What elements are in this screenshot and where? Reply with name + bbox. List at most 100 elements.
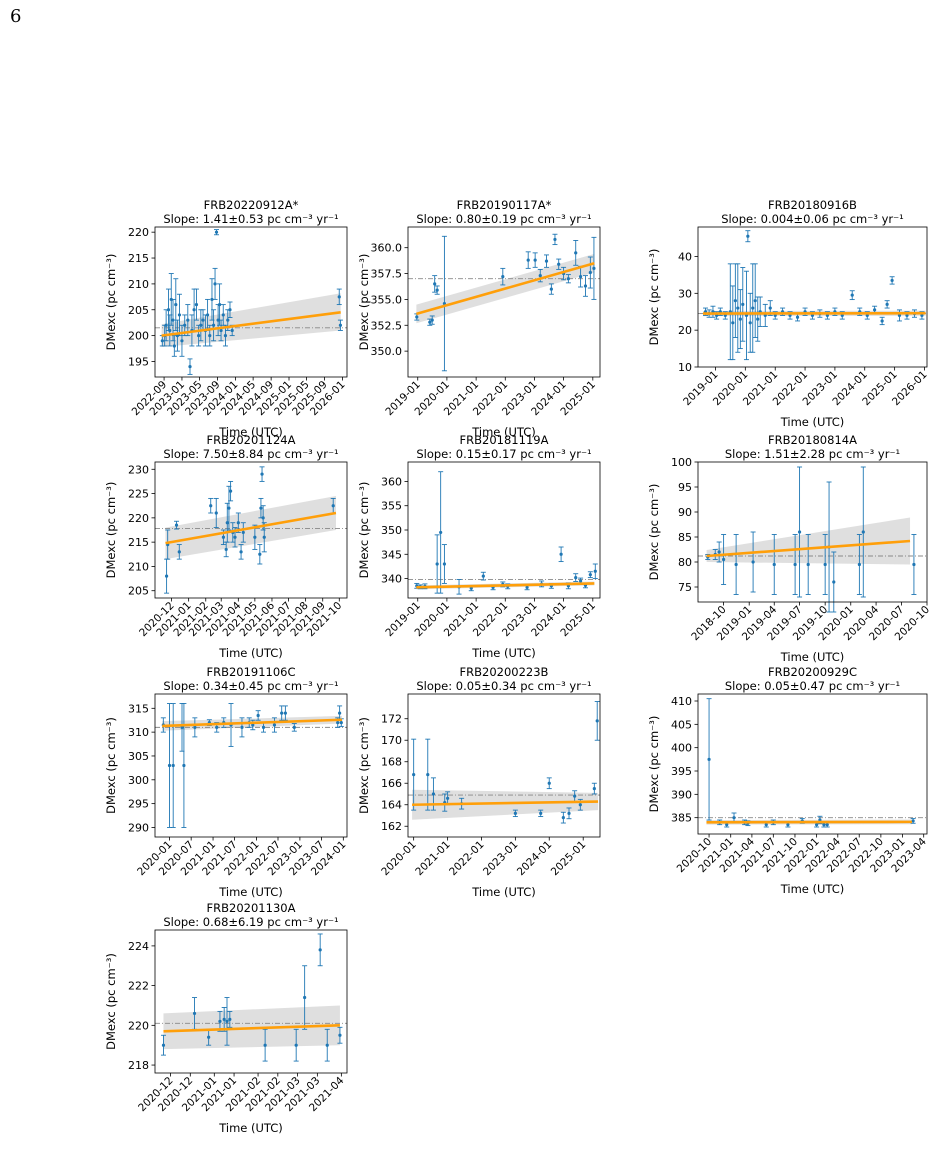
- y-tick-label: 360: [381, 475, 402, 488]
- data-point: [238, 544, 244, 560]
- y-tick-label: 410: [671, 695, 692, 708]
- y-tick-label: 224: [128, 940, 149, 953]
- y-axis-label: DMexc (pc cm⁻³): [104, 717, 118, 814]
- plot-frame: [697, 693, 928, 835]
- y-axis-label: DMexc (pc cm⁻³): [647, 716, 661, 813]
- chart-title: FRB20200929C: [768, 665, 857, 679]
- y-tick-label: 90: [678, 506, 692, 519]
- y-tick-label: 80: [678, 556, 692, 569]
- slope-label: Slope: 1.51±2.28 pc cm⁻³ yr⁻¹: [725, 447, 900, 461]
- x-axis-label: Time (UTC): [780, 882, 845, 896]
- fit-line: [161, 311, 341, 337]
- data-point: [213, 497, 219, 529]
- data-point: [480, 571, 486, 581]
- data-point: [221, 1007, 227, 1032]
- plot-frame: [154, 693, 348, 838]
- fit-line: [165, 511, 337, 545]
- data-point: [282, 705, 288, 721]
- y-tick-label: 195: [128, 355, 149, 368]
- data-point: [755, 296, 761, 342]
- y-tick-label: 405: [671, 718, 692, 731]
- confidence-band: [161, 293, 341, 347]
- data-point: [212, 267, 218, 300]
- y-axis-label: DMexc (pc cm⁻³): [357, 717, 371, 814]
- data-point: [317, 933, 323, 967]
- data-point: [849, 290, 855, 301]
- fit-line: [416, 582, 595, 589]
- data-point: [432, 275, 438, 293]
- slope-label: Slope: 0.68±6.19 pc cm⁻³ yr⁻¹: [163, 915, 338, 929]
- plot-frame: [697, 226, 928, 368]
- y-tick-label: 10: [678, 361, 692, 374]
- y-tick-label: 75: [678, 581, 692, 594]
- y-tick-label: 390: [671, 788, 692, 801]
- data-point: [740, 267, 746, 342]
- data-point: [302, 965, 308, 1030]
- y-tick-label: 30: [678, 287, 692, 300]
- data-point: [730, 285, 736, 361]
- data-point: [170, 703, 176, 828]
- data-point: [737, 289, 743, 350]
- x-axis-label: Time (UTC): [471, 885, 536, 899]
- x-axis-label: Time (UTC): [218, 425, 283, 439]
- data-point: [591, 782, 597, 795]
- x-axis-label: Time (UTC): [218, 646, 283, 660]
- data-point: [732, 263, 738, 338]
- data-point: [228, 703, 234, 747]
- y-tick-label: 200: [128, 330, 149, 343]
- data-point: [556, 258, 562, 270]
- x-axis-label: Time (UTC): [780, 415, 845, 429]
- data-point: [721, 534, 727, 585]
- data-point: [889, 276, 895, 285]
- data-point: [185, 304, 191, 337]
- fit-line: [706, 539, 911, 558]
- data-point: [192, 717, 198, 738]
- data-point: [425, 738, 431, 811]
- y-axis-label: DMexc (pc cm⁻³): [104, 254, 118, 351]
- data-point: [879, 316, 885, 326]
- x-tick-label: 2025-01: [549, 839, 589, 879]
- data-point: [573, 239, 579, 266]
- chart-title: FRB20181119A: [460, 433, 549, 447]
- data-point: [336, 288, 342, 306]
- data-point: [187, 358, 193, 375]
- data-point: [252, 524, 258, 550]
- y-tick-label: 164: [381, 799, 402, 812]
- y-tick-label: 385: [671, 812, 692, 825]
- y-tick-label: 400: [671, 742, 692, 755]
- data-point: [173, 278, 179, 331]
- chart-title: FRB20201124A: [207, 433, 296, 447]
- fit-line: [412, 800, 599, 807]
- data-point: [822, 534, 828, 595]
- y-tick-label: 168: [381, 756, 402, 769]
- data-point: [291, 723, 297, 732]
- data-point: [582, 275, 588, 297]
- chart-panel-5: 3403453503553602019-012020-012021-012022…: [357, 433, 601, 660]
- data-point: [860, 466, 866, 598]
- y-tick-label: 166: [381, 777, 402, 790]
- y-tick-label: 205: [128, 585, 149, 598]
- data-point: [706, 698, 712, 821]
- y-tick-label: 170: [381, 734, 402, 747]
- y-tick-label: 295: [128, 798, 149, 811]
- y-tick-label: 352.5: [371, 319, 403, 332]
- plot-frame: [154, 929, 348, 1074]
- slope-label: Slope: 0.80±0.19 pc cm⁻³ yr⁻¹: [416, 212, 591, 226]
- data-point: [176, 544, 182, 560]
- data-point: [587, 571, 593, 579]
- x-axis-label: Time (UTC): [471, 425, 536, 439]
- data-point: [552, 233, 558, 246]
- fit-line: [163, 1024, 340, 1033]
- data-point: [228, 480, 234, 502]
- data-point: [176, 293, 182, 337]
- y-tick-label: 215: [128, 536, 149, 549]
- data-point: [324, 1028, 330, 1062]
- data-point: [587, 256, 593, 289]
- data-point: [592, 563, 598, 580]
- data-point: [337, 319, 343, 331]
- y-tick-label: 305: [128, 750, 149, 763]
- data-point: [217, 1010, 223, 1032]
- y-tick-label: 355.0: [371, 293, 403, 306]
- plot-frame: [154, 461, 348, 599]
